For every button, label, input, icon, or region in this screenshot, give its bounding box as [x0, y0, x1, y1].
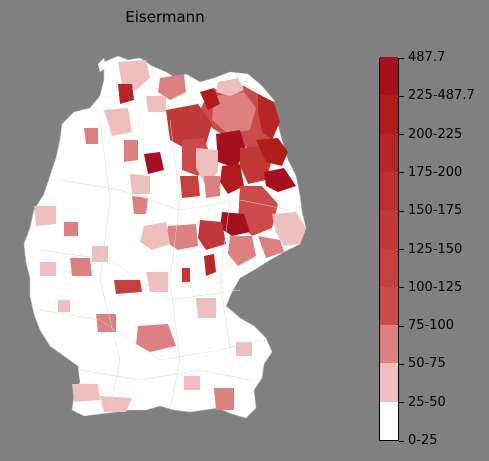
legend-swatch [380, 56, 398, 96]
legend-tick-label: 125-150 [408, 241, 463, 257]
district [130, 174, 150, 194]
district [118, 60, 150, 90]
district [182, 268, 190, 282]
legend-tick-label: 225-487.7 [408, 88, 475, 104]
legend-tick [399, 440, 404, 442]
district [140, 222, 170, 250]
district [144, 152, 164, 174]
district [236, 342, 252, 356]
map-title: Eisermann [125, 8, 205, 26]
district [200, 88, 220, 110]
district [146, 272, 168, 292]
legend-swatch [380, 401, 398, 440]
district-borders [39, 119, 291, 411]
legend-tick [399, 325, 404, 327]
district [228, 236, 256, 266]
legend-tick [399, 57, 404, 59]
district [40, 262, 56, 276]
district [146, 96, 166, 112]
legend-swatch [380, 324, 398, 364]
legend-tick-label: 75-100 [408, 318, 455, 334]
legend-tick-label: 25-50 [408, 394, 446, 410]
district [180, 176, 200, 198]
district [258, 236, 284, 258]
district [70, 258, 92, 276]
legend-tick-label: 200-225 [408, 126, 463, 142]
legend-tick-label: 150-175 [408, 203, 463, 219]
district [58, 300, 70, 312]
district [64, 222, 78, 236]
district [100, 396, 132, 412]
legend-colorbar [379, 56, 399, 441]
district [264, 168, 296, 192]
district [84, 128, 98, 144]
district [34, 206, 56, 226]
district [104, 108, 132, 136]
legend-tick-label: 175-200 [408, 164, 463, 180]
district [212, 92, 256, 134]
legend-tick-label: 487.7 [408, 50, 446, 65]
legend-tick-label: 50-75 [408, 356, 446, 372]
district [204, 254, 216, 276]
district [196, 298, 216, 318]
district [216, 130, 246, 168]
legend-swatch [380, 362, 398, 402]
district [184, 376, 200, 390]
district [166, 224, 198, 250]
legend-tick [399, 172, 404, 174]
district [72, 384, 100, 402]
district [158, 74, 186, 100]
legend-tick [399, 363, 404, 365]
legend-tick [399, 134, 404, 136]
district [198, 220, 226, 250]
legend-swatch [380, 209, 398, 249]
district [238, 186, 278, 236]
district [124, 140, 138, 162]
district-shades [34, 60, 306, 412]
legend-tick [399, 210, 404, 212]
district [258, 94, 280, 140]
legend-tick [399, 402, 404, 404]
district [204, 176, 220, 198]
district [132, 196, 148, 214]
legend-swatch [380, 248, 398, 287]
legend-tick [399, 249, 404, 250]
legend-tick [399, 95, 404, 97]
district [118, 84, 134, 104]
legend-swatch [380, 171, 398, 211]
legend-swatch [380, 286, 398, 326]
district [214, 388, 234, 410]
legend-swatch [380, 133, 398, 172]
district [220, 164, 244, 194]
legend-tick-label: 0-25 [408, 433, 438, 448]
legend-swatch [380, 94, 398, 134]
district [96, 314, 116, 332]
district [256, 138, 288, 166]
legend-tick [399, 287, 404, 289]
island [98, 58, 106, 72]
legend-tick-label: 100-125 [408, 279, 463, 295]
district [114, 280, 142, 294]
district [136, 324, 176, 352]
district [272, 212, 306, 246]
district [216, 78, 244, 96]
